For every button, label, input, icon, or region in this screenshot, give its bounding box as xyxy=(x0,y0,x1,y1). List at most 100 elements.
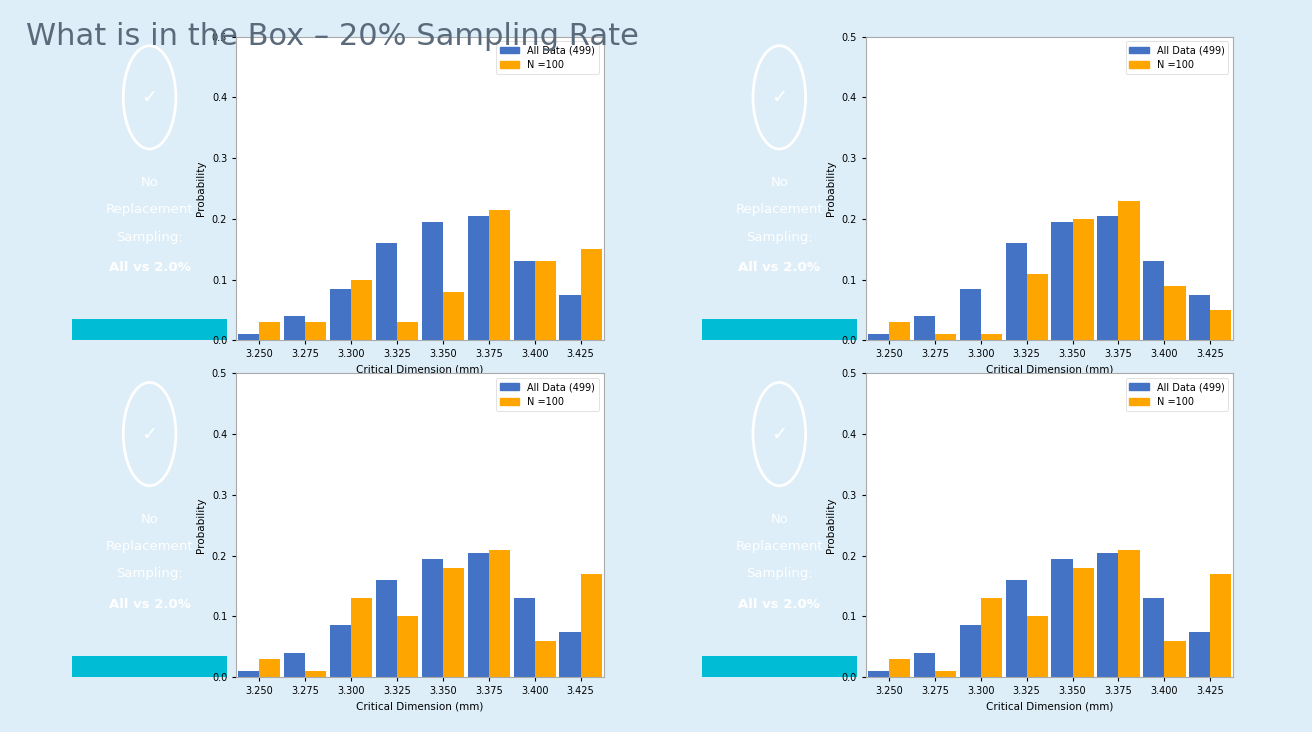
Bar xyxy=(1189,632,1210,677)
Bar xyxy=(1189,295,1210,340)
Bar xyxy=(890,659,911,677)
Bar xyxy=(1164,640,1186,677)
Bar xyxy=(513,598,534,677)
Bar xyxy=(1027,616,1048,677)
Bar xyxy=(350,280,373,340)
Bar xyxy=(534,640,556,677)
Text: Sampling:: Sampling: xyxy=(747,567,812,580)
Text: Sampling:: Sampling: xyxy=(117,567,182,580)
Bar xyxy=(442,568,464,677)
Legend: All Data (499), N =100: All Data (499), N =100 xyxy=(1126,378,1228,411)
Bar xyxy=(258,659,281,677)
Bar xyxy=(559,632,580,677)
Bar xyxy=(1143,598,1164,677)
Bar xyxy=(283,316,304,340)
Bar xyxy=(913,653,934,677)
Text: No: No xyxy=(140,176,159,189)
Bar xyxy=(237,335,258,340)
Bar xyxy=(1027,274,1048,340)
Bar xyxy=(375,580,396,677)
Bar xyxy=(702,656,857,677)
Y-axis label: Probability: Probability xyxy=(827,498,836,553)
Bar xyxy=(959,288,980,340)
Text: No: No xyxy=(770,176,789,189)
X-axis label: Critical Dimension (mm): Critical Dimension (mm) xyxy=(985,365,1114,375)
Bar xyxy=(442,292,464,340)
Text: Sampling:: Sampling: xyxy=(747,231,812,244)
Text: Replacement: Replacement xyxy=(106,540,193,553)
Bar xyxy=(1118,550,1140,677)
Text: What is in the Box – 20% Sampling Rate: What is in the Box – 20% Sampling Rate xyxy=(26,22,639,51)
Bar xyxy=(237,671,258,677)
Bar xyxy=(890,322,911,340)
Text: Replacement: Replacement xyxy=(736,540,823,553)
X-axis label: Critical Dimension (mm): Critical Dimension (mm) xyxy=(985,702,1114,712)
Text: All vs 2.0%: All vs 2.0% xyxy=(109,261,190,274)
X-axis label: Critical Dimension (mm): Critical Dimension (mm) xyxy=(356,365,484,375)
Bar xyxy=(1210,574,1232,677)
Bar xyxy=(559,295,580,340)
Bar xyxy=(867,671,888,677)
Bar xyxy=(72,656,227,677)
Bar xyxy=(421,559,442,677)
Bar xyxy=(1073,219,1094,340)
Bar xyxy=(329,288,350,340)
Bar xyxy=(304,671,327,677)
Text: Replacement: Replacement xyxy=(736,203,823,216)
Text: Replacement: Replacement xyxy=(106,203,193,216)
Bar xyxy=(283,653,304,677)
Y-axis label: Probability: Probability xyxy=(827,161,836,216)
Bar xyxy=(350,598,373,677)
Bar xyxy=(534,261,556,340)
Y-axis label: Probability: Probability xyxy=(197,161,206,216)
Legend: All Data (499), N =100: All Data (499), N =100 xyxy=(1126,42,1228,74)
Bar xyxy=(980,335,1002,340)
Bar xyxy=(421,222,442,340)
Bar xyxy=(375,243,396,340)
Text: ✓: ✓ xyxy=(771,425,787,444)
Bar xyxy=(1118,201,1140,340)
Text: All vs 2.0%: All vs 2.0% xyxy=(739,598,820,610)
Bar xyxy=(1097,216,1119,340)
Bar xyxy=(467,553,488,677)
Text: ✓: ✓ xyxy=(771,88,787,107)
Bar xyxy=(1005,580,1027,677)
Text: No: No xyxy=(140,512,159,526)
Bar xyxy=(488,550,510,677)
Text: ✓: ✓ xyxy=(142,88,157,107)
X-axis label: Critical Dimension (mm): Critical Dimension (mm) xyxy=(356,702,484,712)
Bar xyxy=(580,249,602,340)
Text: Sampling:: Sampling: xyxy=(117,231,182,244)
Bar xyxy=(398,322,419,340)
Bar xyxy=(1210,310,1232,340)
Bar xyxy=(1051,559,1073,677)
Bar xyxy=(580,574,602,677)
Bar xyxy=(304,322,327,340)
Y-axis label: Probability: Probability xyxy=(197,498,206,553)
Bar xyxy=(1005,243,1027,340)
Bar xyxy=(1097,553,1119,677)
Bar xyxy=(258,322,281,340)
Bar xyxy=(329,625,350,677)
Text: ✓: ✓ xyxy=(142,425,157,444)
Bar xyxy=(1051,222,1073,340)
Bar xyxy=(513,261,534,340)
Bar xyxy=(980,598,1002,677)
Bar xyxy=(1164,285,1186,340)
Bar xyxy=(1073,568,1094,677)
Bar xyxy=(959,625,980,677)
Text: No: No xyxy=(770,512,789,526)
Bar xyxy=(488,210,510,340)
Bar xyxy=(1143,261,1164,340)
Bar xyxy=(467,216,488,340)
Bar xyxy=(935,335,956,340)
Bar xyxy=(913,316,934,340)
Text: All vs 2.0%: All vs 2.0% xyxy=(109,598,190,610)
Bar xyxy=(702,319,857,340)
Bar xyxy=(72,319,227,340)
Legend: All Data (499), N =100: All Data (499), N =100 xyxy=(496,42,598,74)
Bar xyxy=(398,616,419,677)
Legend: All Data (499), N =100: All Data (499), N =100 xyxy=(496,378,598,411)
Bar xyxy=(935,671,956,677)
Bar xyxy=(867,335,888,340)
